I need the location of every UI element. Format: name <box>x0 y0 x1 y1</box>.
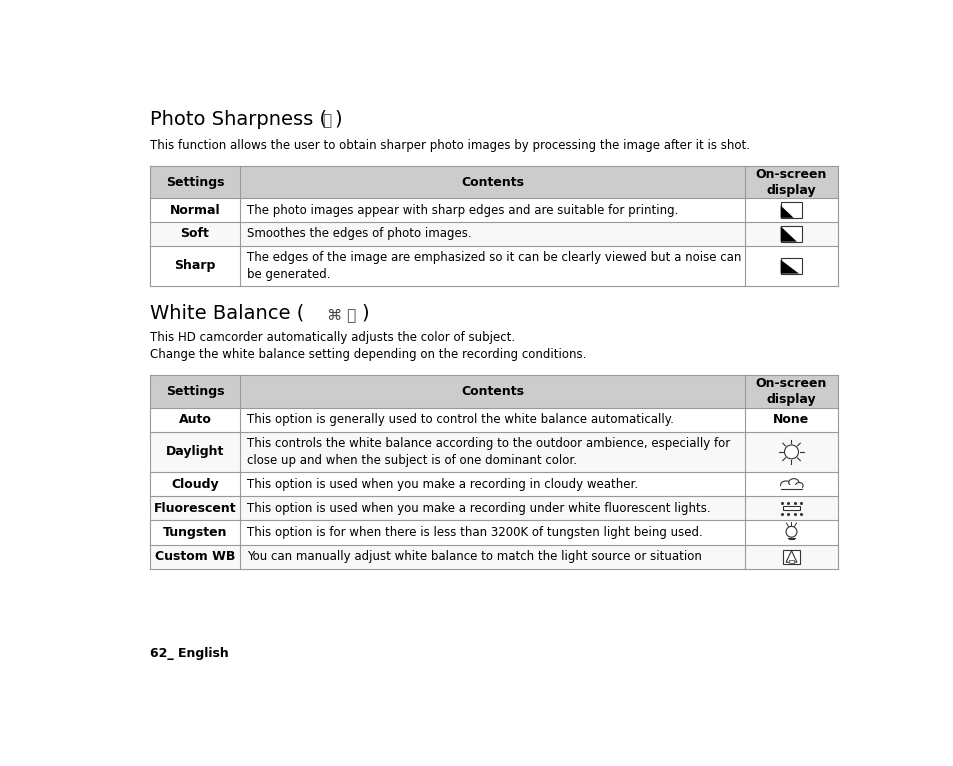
Text: Tungsten: Tungsten <box>163 526 227 539</box>
Polygon shape <box>780 226 796 242</box>
Text: ⌘ 📷: ⌘ 📷 <box>327 307 355 322</box>
Text: Cloudy: Cloudy <box>171 477 218 490</box>
Bar <box>788 560 793 563</box>
Text: Photo Sharpness (: Photo Sharpness ( <box>151 110 327 129</box>
Bar <box>151 246 837 286</box>
Polygon shape <box>780 260 799 273</box>
Text: The edges of the image are emphasized so it can be clearly viewed but a noise ca: The edges of the image are emphasized so… <box>247 251 741 281</box>
Text: ): ) <box>361 304 369 323</box>
Text: Soft: Soft <box>180 228 210 241</box>
Text: This option is used when you make a recording under white fluorescent lights.: This option is used when you make a reco… <box>247 502 710 515</box>
Bar <box>780 485 801 489</box>
Text: Daylight: Daylight <box>166 445 224 458</box>
Ellipse shape <box>795 483 802 489</box>
Text: Normal: Normal <box>170 204 220 217</box>
Bar <box>780 202 801 218</box>
Bar <box>782 506 800 510</box>
Bar <box>151 432 837 472</box>
Bar <box>151 166 837 198</box>
Text: ): ) <box>335 110 342 129</box>
Text: 62_ English: 62_ English <box>151 647 229 660</box>
Polygon shape <box>780 205 793 218</box>
Text: Contents: Contents <box>460 175 523 188</box>
Text: Contents: Contents <box>460 385 523 398</box>
Text: Settings: Settings <box>166 385 224 398</box>
Bar <box>151 198 837 222</box>
Text: Change the white balance setting depending on the recording conditions.: Change the white balance setting dependi… <box>151 349 586 362</box>
Bar <box>151 520 837 545</box>
Bar <box>151 472 837 496</box>
Text: Smoothes the edges of photo images.: Smoothes the edges of photo images. <box>247 228 472 241</box>
Bar <box>151 408 837 432</box>
Text: You can manually adjust white balance to match the light source or situation: You can manually adjust white balance to… <box>247 550 701 563</box>
Text: 📷: 📷 <box>322 113 331 128</box>
Ellipse shape <box>788 479 798 486</box>
Bar <box>151 222 837 246</box>
Text: Settings: Settings <box>166 175 224 188</box>
Text: The photo images appear with sharp edges and are suitable for printing.: The photo images appear with sharp edges… <box>247 204 679 217</box>
Bar <box>782 550 800 564</box>
Text: This HD camcorder automatically adjusts the color of subject.: This HD camcorder automatically adjusts … <box>151 332 515 345</box>
Text: On-screen
display: On-screen display <box>755 377 826 406</box>
Text: Custom WB: Custom WB <box>154 550 235 563</box>
Bar <box>151 375 837 408</box>
Bar <box>151 545 837 569</box>
Circle shape <box>785 526 796 537</box>
Text: Sharp: Sharp <box>174 260 215 273</box>
Bar <box>780 258 801 273</box>
Bar <box>780 226 801 242</box>
Text: This function allows the user to obtain sharper photo images by processing the i: This function allows the user to obtain … <box>151 139 749 152</box>
Bar <box>151 496 837 520</box>
Ellipse shape <box>780 481 791 489</box>
Text: This option is for when there is less than 3200K of tungsten light being used.: This option is for when there is less th… <box>247 526 702 539</box>
Circle shape <box>783 445 798 459</box>
Text: This controls the white balance according to the outdoor ambience, especially fo: This controls the white balance accordin… <box>247 437 730 467</box>
Text: This option is used when you make a recording in cloudy weather.: This option is used when you make a reco… <box>247 477 638 490</box>
Text: White Balance (: White Balance ( <box>151 304 311 323</box>
Text: Auto: Auto <box>178 413 212 426</box>
Text: Fluorescent: Fluorescent <box>153 502 236 515</box>
Text: This option is generally used to control the white balance automatically.: This option is generally used to control… <box>247 413 674 426</box>
Text: None: None <box>773 413 809 426</box>
Text: On-screen
display: On-screen display <box>755 168 826 197</box>
